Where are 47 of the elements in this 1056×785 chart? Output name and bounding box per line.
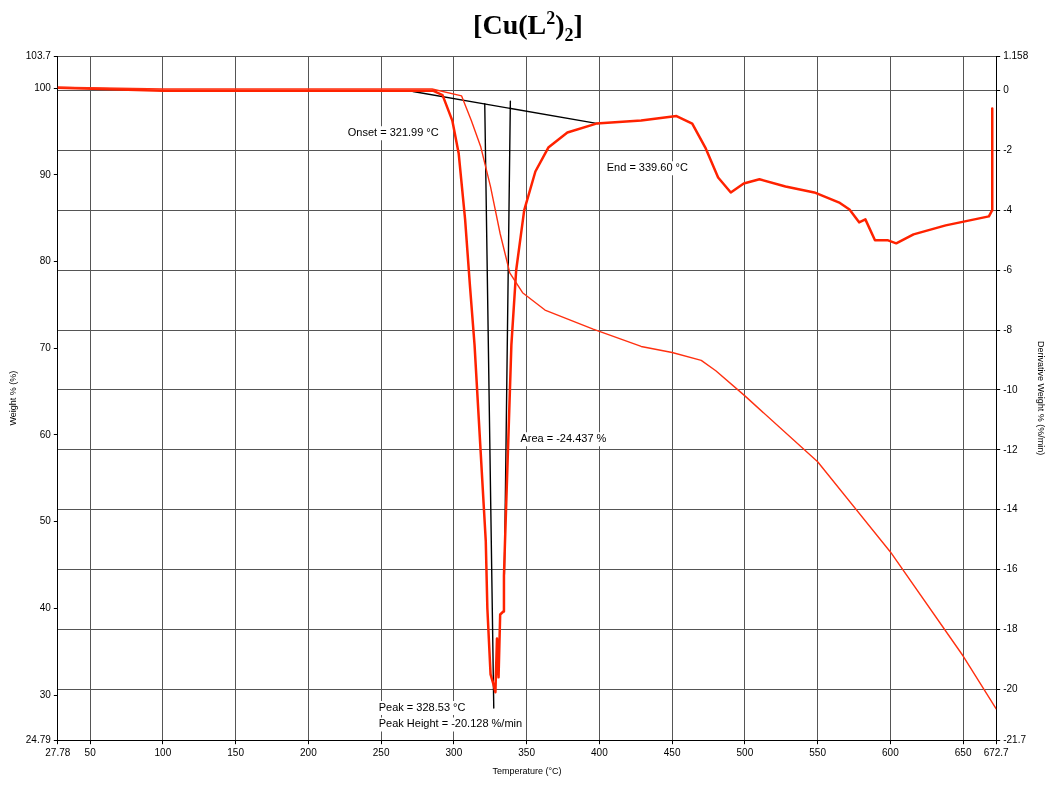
annotation: Peak Height = -20.128 %/min	[378, 717, 523, 730]
y2-tick-label: -20	[1003, 683, 1019, 695]
y-tick-label: 70	[39, 341, 52, 353]
y2-axis-title: Derivative Weight % (%/min)	[1036, 340, 1047, 456]
y2-tick-label: 1.158	[1003, 49, 1029, 61]
y2-tick-label: -14	[1003, 503, 1019, 515]
x-tick-label: 250	[372, 746, 390, 758]
y-axis-title: Weight % (%)	[7, 370, 18, 426]
x-tick-label: 450	[663, 746, 681, 758]
annotation: End = 339.60 °C	[606, 161, 688, 174]
y2-tick-label: -2	[1003, 144, 1013, 156]
y-tick-label: 40	[39, 602, 52, 614]
x-tick-label: 400	[591, 746, 609, 758]
y2-tick-label: -4	[1003, 204, 1013, 216]
y-tick-label: 103.7	[25, 49, 52, 61]
y2-tick-label: -18	[1003, 623, 1019, 635]
x-tick-label: 27.78	[45, 746, 71, 758]
y-tick-label: 80	[39, 255, 52, 267]
x-tick-label: 650	[954, 746, 972, 758]
x-tick-label: 600	[882, 746, 900, 758]
y2-tick-label: -8	[1003, 323, 1013, 335]
x-tick-label: 672.7	[983, 746, 1010, 758]
y-tick-label: 50	[39, 515, 52, 527]
y-tick-label: 100	[34, 81, 52, 93]
y-tick-label: 24.79	[25, 733, 52, 745]
x-tick-label: 300	[445, 746, 463, 758]
y2-tick-label: -10	[1003, 383, 1019, 395]
y-tick-label: 30	[39, 688, 52, 700]
y2-tick-label: -16	[1003, 563, 1019, 575]
x-tick-label: 500	[736, 746, 754, 758]
x-tick-label: 50	[84, 746, 97, 758]
x-tick-label: 350	[518, 746, 536, 758]
chart-title: [Cu(L$^{2}$)$_{2}$]	[472, 8, 584, 46]
annotation: Onset = 321.99 °C	[347, 126, 439, 139]
x-tick-label: 200	[300, 746, 318, 758]
annotation: Peak = 328.53 °C	[378, 701, 466, 714]
y2-tick-label: -12	[1003, 443, 1019, 455]
y2-tick-label: -21.7	[1003, 733, 1027, 745]
x-tick-label: 550	[809, 746, 827, 758]
x-axis-title: Temperature (°C)	[492, 766, 562, 777]
y-tick-label: 60	[39, 428, 52, 440]
y2-tick-label: 0	[1003, 84, 1010, 96]
annotation: Area = -24.437 %	[520, 432, 607, 445]
y-tick-label: 90	[39, 168, 52, 180]
x-tick-label: 100	[154, 746, 172, 758]
y2-tick-label: -6	[1003, 264, 1013, 276]
x-tick-label: 150	[227, 746, 245, 758]
